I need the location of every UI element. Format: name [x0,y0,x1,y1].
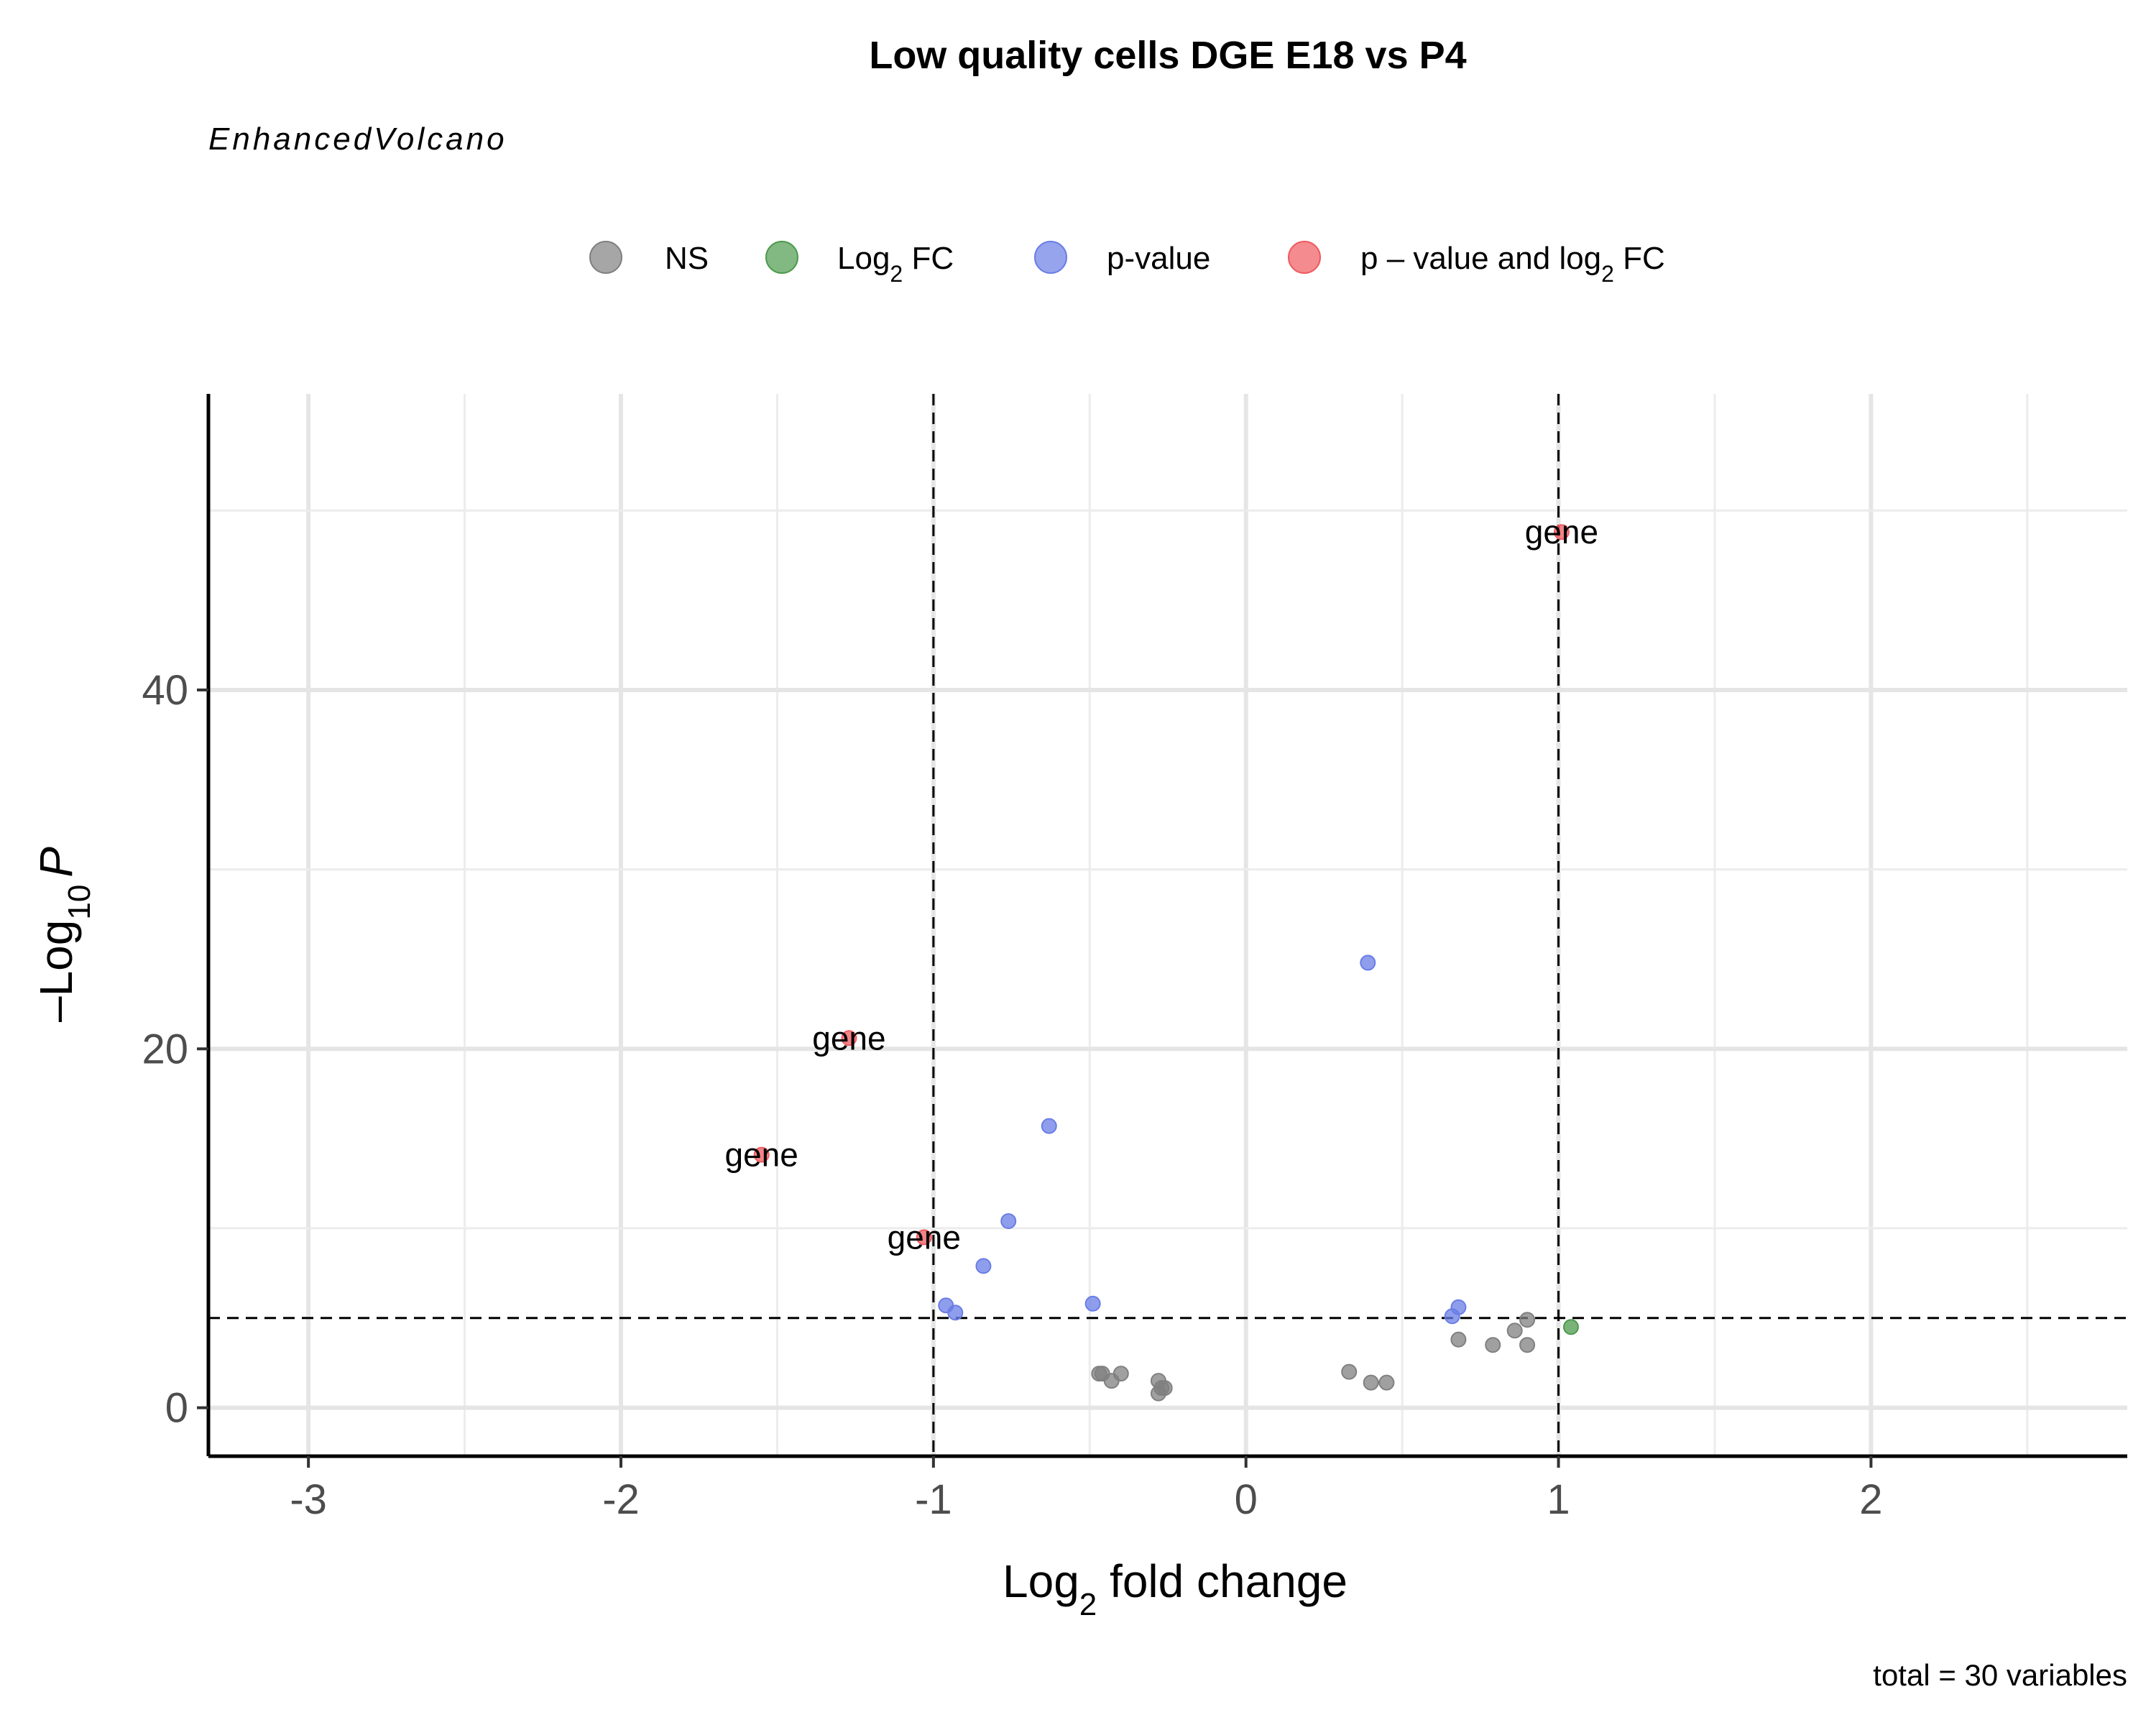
data-point [1485,1337,1501,1353]
x-axis-label-text: Log [1003,1555,1079,1607]
data-point [1450,1331,1467,1348]
data-point [1506,1322,1523,1339]
data-point [1519,1337,1536,1353]
legend-label-ns: NS [665,241,709,276]
y-axis-label-text: –Log [30,920,82,1022]
data-point [916,1229,932,1246]
data-point [1041,1118,1057,1134]
data-point [1363,1374,1379,1391]
data-point [1378,1374,1395,1391]
x-tick-label: 1 [1547,1476,1570,1523]
legend-label-text: FC [1614,241,1665,276]
legend-key-fcp [1288,241,1321,274]
data-point [1360,954,1376,971]
x-tick-label: -1 [915,1476,952,1523]
data-point [841,1030,857,1046]
data-point [1150,1385,1166,1402]
x-axis-label-text: fold change [1097,1555,1348,1607]
legend-label-p: p-value [1107,241,1210,276]
legend-label-text: FC [903,241,954,276]
legend-label-subscript: 2 [1601,261,1614,287]
data-point [947,1305,964,1321]
x-axis-label-subscript: 2 [1079,1587,1097,1622]
data-point [1000,1213,1017,1229]
threshold-lines [208,394,2127,1456]
x-tick-label: 2 [1859,1476,1882,1523]
legend-label-text: Log [837,241,890,276]
data-point [1553,524,1570,540]
legend-label-fcp: p – value and log2 FC [1360,241,1665,287]
data-point [1444,1308,1460,1325]
data-point [975,1258,992,1274]
y-axis-label-italic: P [30,847,82,878]
legend-key-p [1034,241,1067,274]
y-tick-label: 20 [142,1026,188,1072]
data-points [753,524,1579,1402]
x-tick-label: -2 [602,1476,640,1523]
point-label: gene [812,1019,885,1057]
data-point [1103,1373,1120,1389]
data-point [1562,1319,1579,1335]
x-axis-label: Log2 fold change [1003,1555,1348,1622]
x-tick-label: -3 [290,1476,327,1523]
legend-key-fc [765,241,798,274]
point-labels: gene gene gene gene [725,513,1599,1256]
y-tick-label: 40 [142,667,188,714]
axes [206,394,2127,1458]
legend-label-text: NS [665,241,709,276]
data-point [1341,1363,1358,1380]
point-label: gene [725,1136,798,1174]
chart-title: Low quality cells DGE E18 vs P4 [869,34,1466,77]
y-axis-label: –Log10 P [30,847,97,1022]
data-point [1519,1312,1536,1328]
x-tick-label: 0 [1235,1476,1258,1523]
data-point [753,1146,770,1163]
legend: NS Log2 FC p-value p – value and log2 FC [589,241,1665,287]
point-label: gene [888,1218,961,1256]
legend-label-fc: Log2 FC [837,241,954,287]
chart-caption: total = 30 variables [1873,1658,2127,1692]
legend-label-text: p – value and log [1360,241,1601,276]
legend-label-text: p-value [1107,241,1210,276]
y-tick-label: 0 [165,1385,188,1432]
data-point [1084,1295,1101,1312]
legend-key-ns [589,241,622,274]
legend-label-subscript: 2 [890,261,903,287]
point-label: gene [1525,513,1598,551]
y-axis-label-subscript: 10 [62,885,97,920]
chart-subtitle: EnhancedVolcano [208,121,507,157]
